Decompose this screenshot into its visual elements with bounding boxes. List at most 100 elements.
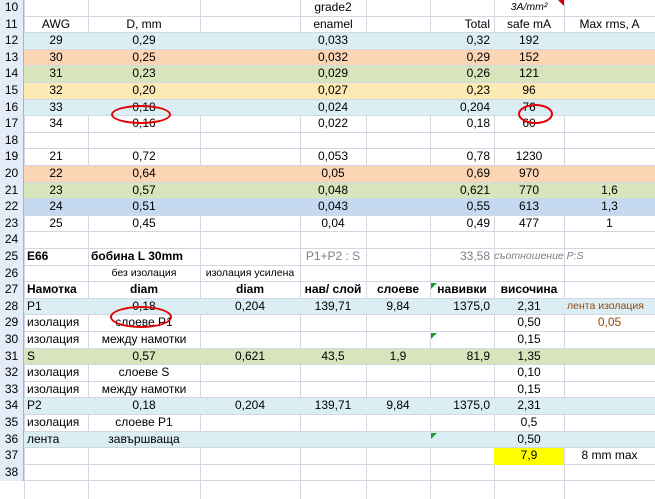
cell[interactable]: 0,57 [132, 348, 156, 363]
cell[interactable]: 0,043 [317, 199, 349, 214]
cell[interactable]: 33,58 [459, 249, 490, 263]
row-header[interactable]: 24 [0, 232, 24, 249]
cell[interactable]: изолация [27, 365, 80, 380]
row-header[interactable]: 27 [0, 282, 24, 299]
cell[interactable]: 0,18 [132, 398, 156, 413]
cell[interactable]: 0,05 [321, 166, 345, 180]
cell[interactable]: 770 [518, 182, 540, 197]
row-header[interactable]: 14 [0, 66, 24, 83]
cell[interactable]: 613 [518, 199, 540, 214]
cell[interactable]: 0,032 [317, 49, 349, 64]
row-header[interactable]: 18 [0, 132, 24, 150]
cell[interactable]: слоеве P1 [115, 315, 173, 330]
row-header[interactable]: 15 [0, 83, 24, 100]
cell[interactable]: 0,5 [520, 415, 538, 429]
cell[interactable]: 22 [49, 166, 63, 180]
cell[interactable]: S [27, 348, 36, 363]
cell[interactable]: 0,18 [132, 99, 156, 114]
cell[interactable]: 0,053 [317, 149, 349, 164]
cell[interactable]: 7,9 [494, 448, 564, 465]
cell[interactable]: 0,621 [459, 182, 490, 197]
row-header[interactable]: 12 [0, 33, 24, 50]
cell[interactable]: 43,5 [321, 348, 345, 363]
cell[interactable]: Max rms, A [579, 16, 640, 31]
cell[interactable]: 24 [49, 199, 63, 214]
cell[interactable]: 60 [522, 116, 536, 131]
cell[interactable]: diam [235, 282, 264, 297]
cell[interactable]: 0,048 [317, 182, 349, 197]
cell[interactable]: 0,18 [132, 298, 156, 313]
cell[interactable]: 0,15 [517, 332, 541, 346]
row-header[interactable]: 26 [0, 265, 24, 283]
cell[interactable]: 0,29 [132, 33, 156, 48]
cell[interactable]: 1,35 [517, 348, 541, 363]
cell[interactable]: 192 [518, 33, 540, 48]
cell[interactable]: 0,64 [132, 166, 156, 180]
cell[interactable]: 1375,0 [453, 298, 490, 313]
cell[interactable]: 0,23 [132, 66, 156, 81]
comment-indicator-icon[interactable] [558, 0, 564, 6]
cell[interactable]: 0,55 [466, 199, 490, 214]
cell[interactable]: 0,022 [317, 116, 349, 131]
cell[interactable]: 0,23 [466, 83, 490, 97]
cell[interactable]: изолация [27, 332, 80, 346]
cell[interactable]: 1230 [515, 149, 543, 164]
cell[interactable]: 121 [518, 66, 540, 81]
cell[interactable]: 0,72 [132, 149, 156, 164]
cell[interactable]: 1,9 [389, 348, 407, 363]
cell[interactable]: P1 [27, 298, 42, 313]
cell[interactable]: лента изолация [567, 299, 644, 312]
row-header[interactable]: 17 [0, 116, 24, 133]
row-header[interactable]: 30 [0, 332, 24, 349]
cell[interactable]: слоеве S [118, 365, 170, 380]
row-header[interactable]: 11 [0, 16, 24, 34]
cell[interactable]: Total [464, 16, 490, 31]
cell[interactable]: бобина L 30mm [91, 249, 183, 263]
row-header[interactable]: 38 [0, 464, 24, 482]
cell[interactable]: между намотки [101, 332, 187, 346]
cell[interactable]: AWG [41, 16, 71, 31]
row-header[interactable]: 19 [0, 149, 24, 166]
cell[interactable]: 21 [49, 149, 63, 164]
cell[interactable]: 31 [49, 66, 63, 81]
row-header[interactable]: 13 [0, 49, 24, 67]
cell[interactable]: завършваща [108, 431, 180, 446]
cell[interactable]: 29 [49, 33, 63, 48]
cell[interactable]: 32 [49, 83, 63, 97]
cell[interactable]: 0,45 [132, 215, 156, 230]
cell[interactable]: 0,78 [466, 149, 490, 164]
cell[interactable]: 0,20 [132, 83, 156, 97]
cell[interactable]: 0,32 [466, 33, 490, 48]
row-header[interactable]: 36 [0, 431, 24, 449]
cell[interactable]: 152 [518, 49, 540, 64]
cell[interactable]: 0,16 [132, 116, 156, 131]
cell[interactable]: P2 [27, 398, 42, 413]
cell[interactable]: слоеве P1 [115, 415, 173, 429]
cell[interactable]: 0,024 [317, 99, 349, 114]
cell[interactable]: 81,9 [466, 348, 490, 363]
row-header[interactable]: 28 [0, 298, 24, 316]
row-header[interactable]: 20 [0, 166, 24, 183]
cell[interactable]: 96 [522, 83, 536, 97]
row-header[interactable]: 22 [0, 199, 24, 216]
cell[interactable]: 0,204 [459, 99, 490, 114]
cell[interactable]: enamel [313, 16, 353, 31]
row-header[interactable]: 16 [0, 99, 24, 117]
cell[interactable]: 25 [49, 215, 63, 230]
cell[interactable]: 33 [49, 99, 63, 114]
cell[interactable]: изолация [27, 315, 80, 330]
cell[interactable]: 8 mm max [581, 448, 638, 463]
cell[interactable]: Намотка [27, 282, 77, 297]
cell[interactable]: 0,18 [466, 116, 490, 131]
cell[interactable]: D, mm [126, 16, 162, 31]
cell[interactable]: 0,621 [234, 348, 266, 363]
cell[interactable]: 1,3 [601, 199, 618, 214]
cell[interactable]: височина [500, 282, 558, 297]
cell[interactable]: 477 [518, 215, 540, 230]
cell[interactable]: 0,027 [317, 83, 349, 97]
cell[interactable]: diam [129, 282, 158, 297]
cell[interactable]: 139,71 [314, 298, 352, 313]
cell[interactable]: grade2 [314, 0, 352, 14]
row-header[interactable]: 34 [0, 398, 24, 415]
